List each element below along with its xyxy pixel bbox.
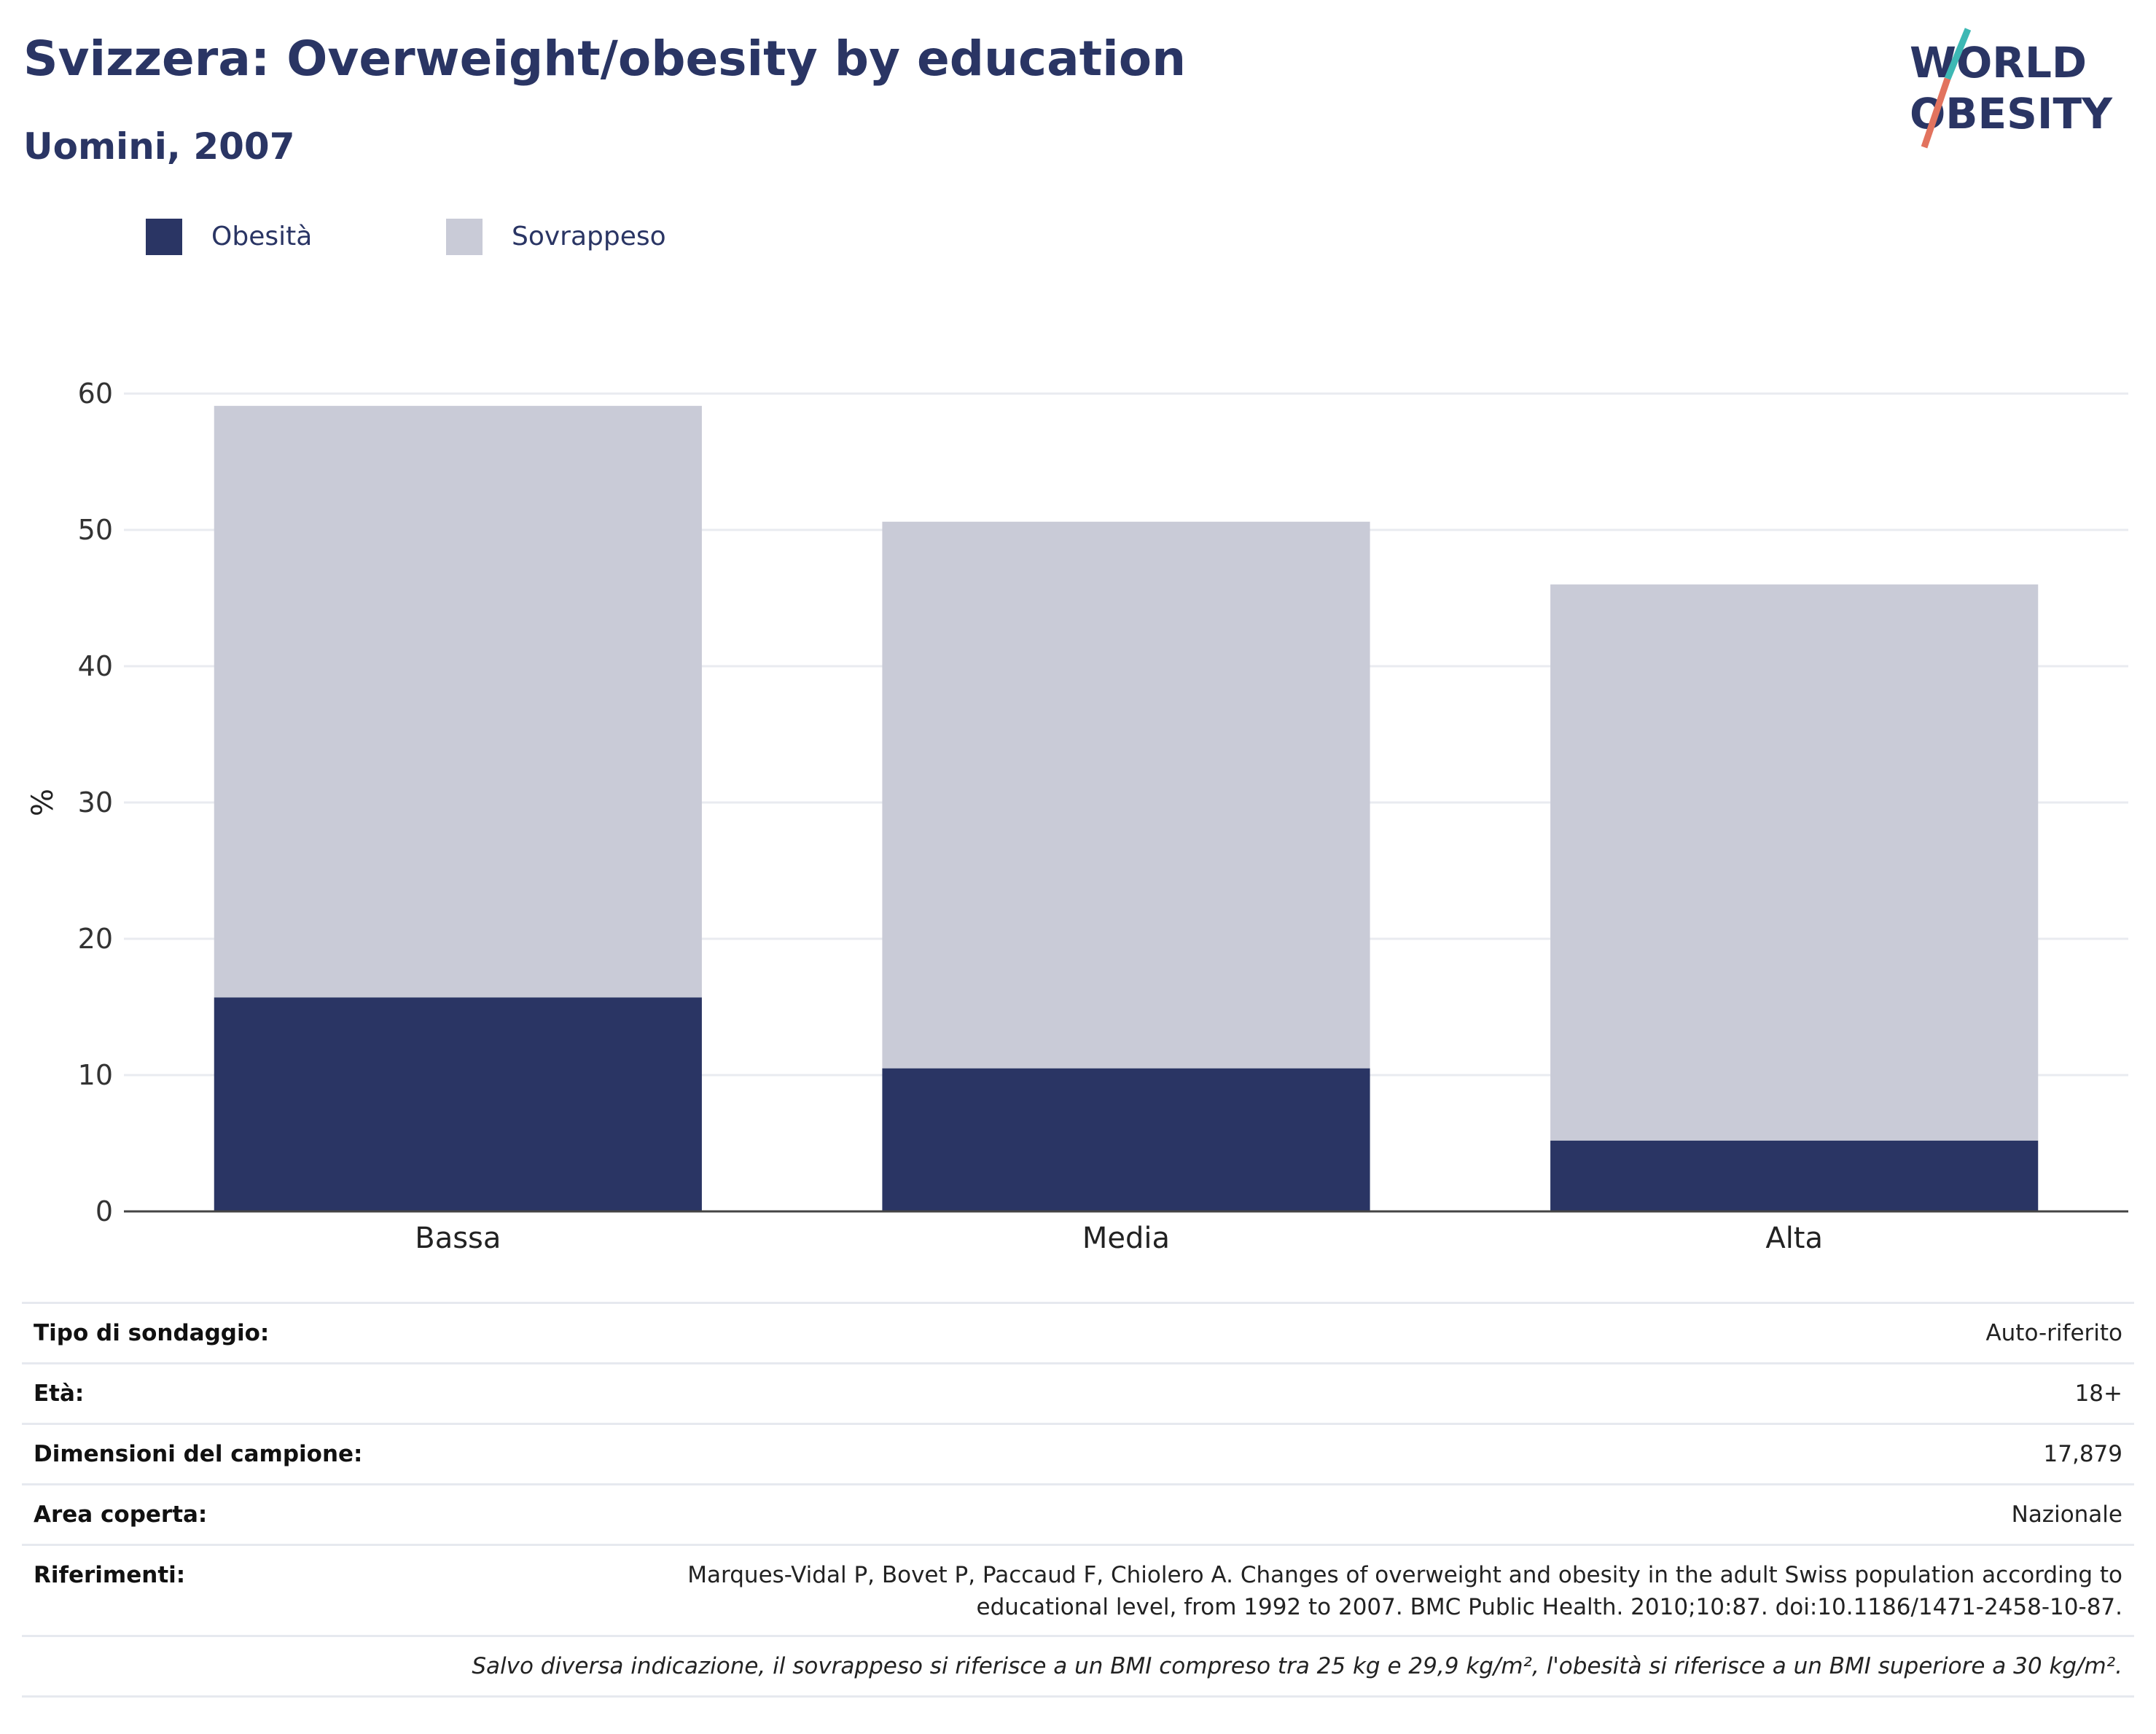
info-key-sample-size: Dimensioni del campione: [34,1441,363,1467]
info-value-references-line1: Marques-Vidal P, Bovet P, Paccaud F, Chi… [687,1562,2122,1588]
info-value-survey-type: Auto-riferito [1985,1320,2122,1346]
bar-obesita-media [882,1068,1370,1211]
info-row-note: Salvo diversa indicazione, il sovrappeso… [22,1635,2134,1698]
bar-obesita-bassa [214,997,702,1211]
x-tick-label: Alta [1765,1222,1823,1255]
legend-label-obesita: Obesità [211,222,313,251]
info-key-survey-type: Tipo di sondaggio: [34,1320,270,1346]
info-row-survey-type: Tipo di sondaggio: Auto-riferito [22,1302,2134,1362]
y-tick-label: 10 [78,1059,113,1091]
info-row-area: Area coperta: Nazionale [22,1483,2134,1544]
info-table: Tipo di sondaggio: Auto-riferito Età: 18… [22,1302,2134,1698]
bar-obesita-alta [1550,1140,2039,1211]
y-axis-title: % [26,789,60,816]
info-value-references-line2: educational level, from 1992 to 2007. BM… [976,1594,2122,1620]
info-row-sample-size: Dimensioni del campione: 17,879 [22,1423,2134,1483]
bmi-definition-note: Salvo diversa indicazione, il sovrappeso… [472,1653,2122,1679]
info-key-references: Riferimenti: [34,1562,186,1588]
y-tick-label: 40 [78,650,113,682]
y-tick-label: 50 [78,514,113,546]
info-row-age: Età: 18+ [22,1362,2134,1423]
info-value-area: Nazionale [2011,1501,2122,1528]
x-tick-label: Bassa [415,1222,501,1255]
page-title: Svizzera: Overweight/obesity by educatio… [23,31,1187,87]
info-value-sample-size: 17,879 [2043,1441,2122,1467]
info-row-references: Riferimenti: Marques-Vidal P, Bovet P, P… [22,1544,2134,1635]
bar-sovrappeso-bassa [214,405,702,998]
world-obesity-logo: WORLD OBESITY [1910,28,2113,149]
bar-sovrappeso-alta [1550,584,2039,1141]
y-tick-label: 0 [95,1195,113,1227]
bar-sovrappeso-media [882,521,1370,1069]
legend-swatch-sovrappeso [446,219,483,255]
info-key-area: Area coperta: [34,1501,208,1528]
legend-label-sovrappeso: Sovrappeso [512,222,666,251]
svg-text:WORLD: WORLD [1910,38,2087,87]
x-tick-label: Media [1082,1222,1170,1255]
y-tick-label: 60 [78,378,113,410]
page-subtitle: Uomini, 2007 [23,125,295,168]
bar-chart: 0 10 20 30 40 50 60% Bassa Media Alta [26,378,2128,1255]
info-value-age: 18+ [2074,1380,2122,1407]
legend-swatch-obesita [146,219,182,255]
info-key-age: Età: [34,1380,85,1407]
y-tick-label: 30 [78,786,113,819]
y-tick-label: 20 [78,923,113,955]
